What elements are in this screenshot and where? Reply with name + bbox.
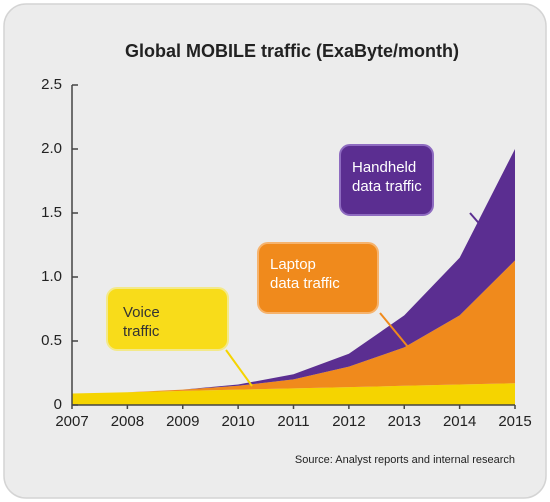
x-tick-label: 2011 (277, 413, 309, 430)
chart-title: Global MOBILE traffic (ExaByte/month) (125, 41, 459, 61)
x-tick-label: 2009 (166, 413, 199, 430)
x-tick-label: 2008 (111, 413, 144, 430)
y-tick-label: 1.0 (41, 268, 62, 285)
callout-label: Voice traffic (123, 304, 160, 340)
plot: 0 0.5 1.0 1.5 2.0 2.5 2007 2008 2009 2010 2011 2012… (41, 76, 532, 430)
x-tick-label: 2013 (388, 413, 421, 430)
area (72, 260, 515, 394)
y-tick-label: 1.5 (41, 204, 62, 221)
x-tick-label: 2012 (332, 413, 365, 430)
laptop-callout (257, 242, 379, 314)
handheld-callout (339, 144, 434, 216)
area (72, 383, 515, 405)
y-tick-label: 0 (54, 396, 62, 413)
y-tick-label: 2.5 (41, 76, 62, 93)
y-tick-label: 2.0 (41, 140, 62, 157)
pointer (379, 312, 414, 354)
pointer (469, 212, 491, 237)
x-tick-label: 2014 (443, 413, 476, 430)
callout-label: Laptop data traffic (270, 256, 340, 292)
pointer (225, 349, 253, 387)
callout-label: Handheld data traffic (352, 159, 422, 195)
y-tick-label: 0.5 (41, 332, 62, 349)
area (72, 149, 515, 394)
source: Source: Analyst reports and internal res… (295, 454, 515, 466)
x-tick-label: 2015 (498, 413, 531, 430)
x-tick-label: 2007 (55, 413, 88, 430)
voice-callout (106, 287, 229, 351)
x-tick-label: 2010 (221, 413, 254, 430)
